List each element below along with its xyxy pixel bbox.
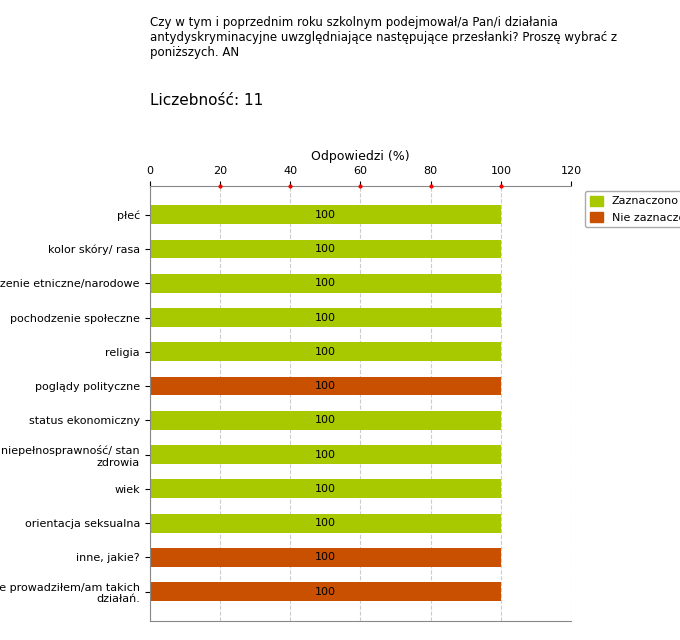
Text: 100: 100 <box>315 381 336 391</box>
Text: 100: 100 <box>315 244 336 254</box>
Bar <box>150 377 501 396</box>
Bar <box>150 411 501 429</box>
Legend: Zaznaczono, Nie zaznaczono: Zaznaczono, Nie zaznaczono <box>585 191 680 227</box>
Text: 100: 100 <box>315 210 336 220</box>
Text: Liczebność: 11: Liczebność: 11 <box>150 93 263 108</box>
Text: 100: 100 <box>315 552 336 563</box>
Text: 100: 100 <box>315 484 336 494</box>
Bar <box>150 445 501 464</box>
Text: 100: 100 <box>315 518 336 528</box>
Text: 100: 100 <box>315 347 336 357</box>
Bar <box>150 514 501 532</box>
Bar <box>150 548 501 567</box>
Bar <box>150 479 501 499</box>
Text: 100: 100 <box>315 415 336 426</box>
Bar <box>150 239 501 259</box>
Text: 100: 100 <box>315 312 336 323</box>
Bar <box>150 274 501 292</box>
Text: Czy w tym i poprzednim roku szkolnym podejmował/a Pan/i działania
antydyskrymina: Czy w tym i poprzednim roku szkolnym pod… <box>150 16 617 59</box>
Bar <box>150 205 501 224</box>
Bar <box>150 582 501 601</box>
Bar <box>150 342 501 361</box>
Text: 100: 100 <box>315 278 336 288</box>
Bar <box>150 308 501 327</box>
Text: 100: 100 <box>315 587 336 596</box>
Text: 100: 100 <box>315 449 336 460</box>
X-axis label: Odpowiedzi (%): Odpowiedzi (%) <box>311 150 410 163</box>
